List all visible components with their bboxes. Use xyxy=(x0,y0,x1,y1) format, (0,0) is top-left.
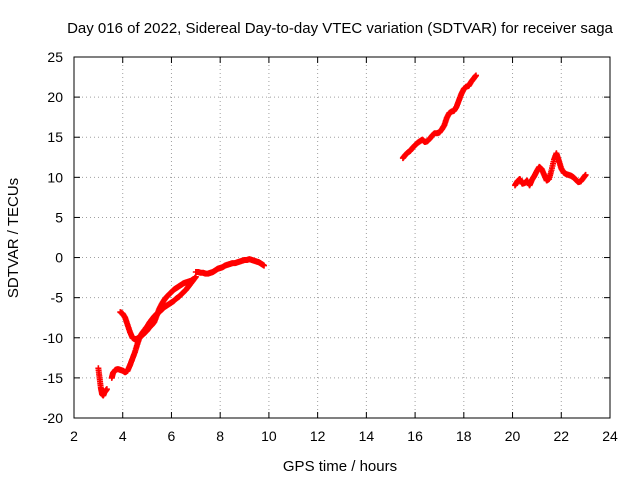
data-point-markers xyxy=(95,365,110,399)
data-point-markers xyxy=(192,256,268,277)
y-tick-label: -5 xyxy=(51,290,64,306)
y-tick-label: 20 xyxy=(47,89,63,105)
x-tick-label: 4 xyxy=(119,428,127,444)
x-tick-label: 18 xyxy=(456,428,472,444)
x-tick-label: 20 xyxy=(505,428,521,444)
y-tick-label: 5 xyxy=(55,209,63,225)
data-series xyxy=(95,72,589,399)
y-tick-label: -10 xyxy=(43,330,63,346)
data-point-markers xyxy=(511,150,589,189)
x-tick-label: 6 xyxy=(168,428,176,444)
x-axis-title: GPS time / hours xyxy=(283,458,397,475)
x-tick-label: 16 xyxy=(407,428,423,444)
y-tick-label: 10 xyxy=(47,169,63,185)
x-tick-label: 8 xyxy=(216,428,224,444)
y-tick-label: 0 xyxy=(55,250,63,266)
series-arc-middle xyxy=(399,72,479,162)
series-arc-early-4 xyxy=(192,256,268,277)
plot-frame xyxy=(73,56,611,419)
tick-labels: 2 4 6 8 10 12 14 16 18 20 22 24-20-15-10-5051015202… xyxy=(43,49,618,444)
data-point-markers xyxy=(399,72,479,162)
chart-title: Day 016 of 2022, Sidereal Day-to-day VTE… xyxy=(67,20,613,37)
axis-ticks xyxy=(73,56,611,419)
x-tick-label: 24 xyxy=(602,428,618,444)
y-tick-label: -15 xyxy=(43,370,63,386)
data-point-markers xyxy=(117,276,197,343)
y-tick-label: 25 xyxy=(47,49,63,65)
grid-lines xyxy=(74,57,610,418)
x-tick-label: 2 xyxy=(70,428,78,444)
y-tick-label: 15 xyxy=(47,129,63,145)
x-tick-label: 12 xyxy=(310,428,326,444)
y-axis-title: SDTVAR / TECUs xyxy=(5,178,22,298)
y-tick-label: -20 xyxy=(43,410,63,426)
x-tick-label: 14 xyxy=(359,428,375,444)
x-tick-label: 22 xyxy=(553,428,569,444)
x-tick-label: 10 xyxy=(261,428,277,444)
series-arc-late xyxy=(511,150,589,189)
series-arc-early-1 xyxy=(95,365,110,399)
series-arc-early-3 xyxy=(117,276,197,343)
